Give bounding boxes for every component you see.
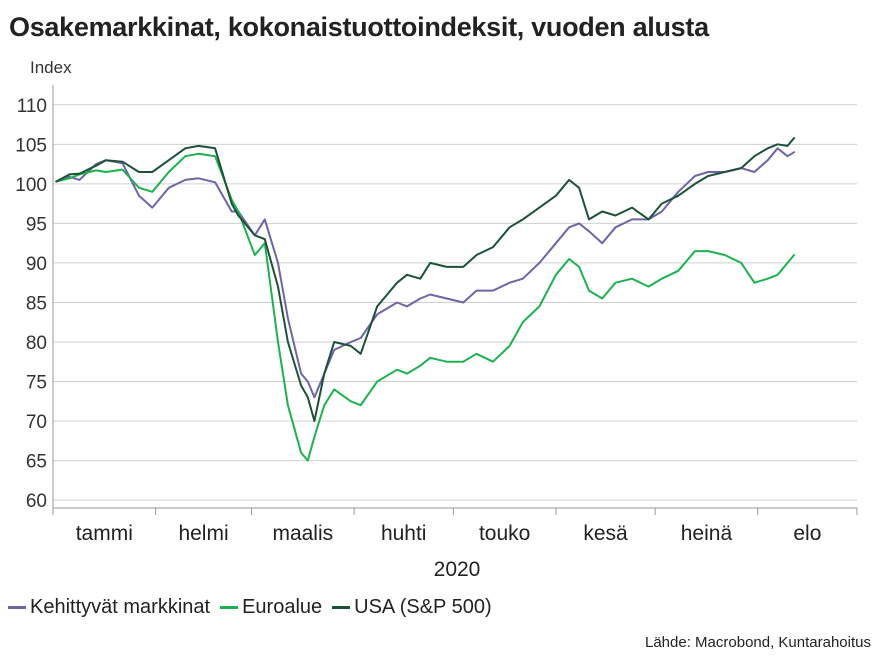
source-note: Lähde: Macrobond, Kuntarahoitus: [645, 634, 871, 651]
x-month-label-4: touko: [479, 522, 530, 545]
legend-item-euroalue: Euroalue: [220, 596, 322, 619]
y-tick-label-110: 110: [17, 96, 47, 117]
axes: 60 65 70 75 80 85 90 95 100 105 110 tammi helmi maali…: [15, 85, 858, 545]
y-tick-label-75: 75: [26, 373, 47, 394]
y-tick-label-95: 95: [26, 214, 47, 235]
x-axis-year-label: 2020: [434, 558, 481, 581]
legend-item-kehittyvat: Kehittyvät markkinat: [8, 596, 210, 619]
series-line-0: [55, 147, 796, 399]
y-tick-label-80: 80: [26, 333, 47, 354]
legend-item-usa: USA (S&P 500): [332, 596, 492, 619]
y-tick-label-100: 100: [15, 175, 47, 196]
legend-swatch-euroalue: [220, 606, 239, 609]
series-lines: [55, 137, 796, 462]
line-chart: 60 65 70 75 80 85 90 95 100 105 110 tammi helmi maali…: [15, 58, 858, 581]
series-line-1: [55, 152, 796, 462]
gridlines: [53, 104, 857, 501]
x-month-label-5: kesä: [583, 522, 628, 545]
y-tick-label-105: 105: [15, 135, 47, 156]
x-month-label-2: maalis: [272, 522, 333, 545]
legend: Kehittyvät markkinat Euroalue USA (S&P 5…: [8, 596, 502, 619]
x-month-label-7: elo: [793, 522, 821, 545]
y-tick-label-90: 90: [26, 254, 47, 275]
x-month-label-6: heinä: [681, 522, 733, 545]
legend-label-kehittyvat: Kehittyvät markkinat: [30, 596, 211, 618]
x-month-label-3: huhti: [381, 522, 427, 545]
y-tick-label-60: 60: [26, 491, 47, 512]
series-line-2: [55, 137, 796, 422]
y-axis-label: Index: [30, 58, 72, 77]
y-tick-label-70: 70: [26, 412, 47, 433]
y-tick-label-65: 65: [26, 452, 47, 473]
legend-swatch-usa: [332, 606, 351, 609]
legend-label-euroalue: Euroalue: [242, 596, 323, 618]
legend-swatch-kehittyvat: [8, 606, 26, 609]
x-month-label-1: helmi: [178, 522, 228, 545]
y-tick-label-85: 85: [26, 293, 47, 314]
legend-label-usa: USA (S&P 500): [354, 596, 492, 618]
x-month-label-0: tammi: [76, 522, 133, 545]
chart-title: Osakemarkkinat, kokonaistuottoindeksit, …: [9, 12, 709, 42]
